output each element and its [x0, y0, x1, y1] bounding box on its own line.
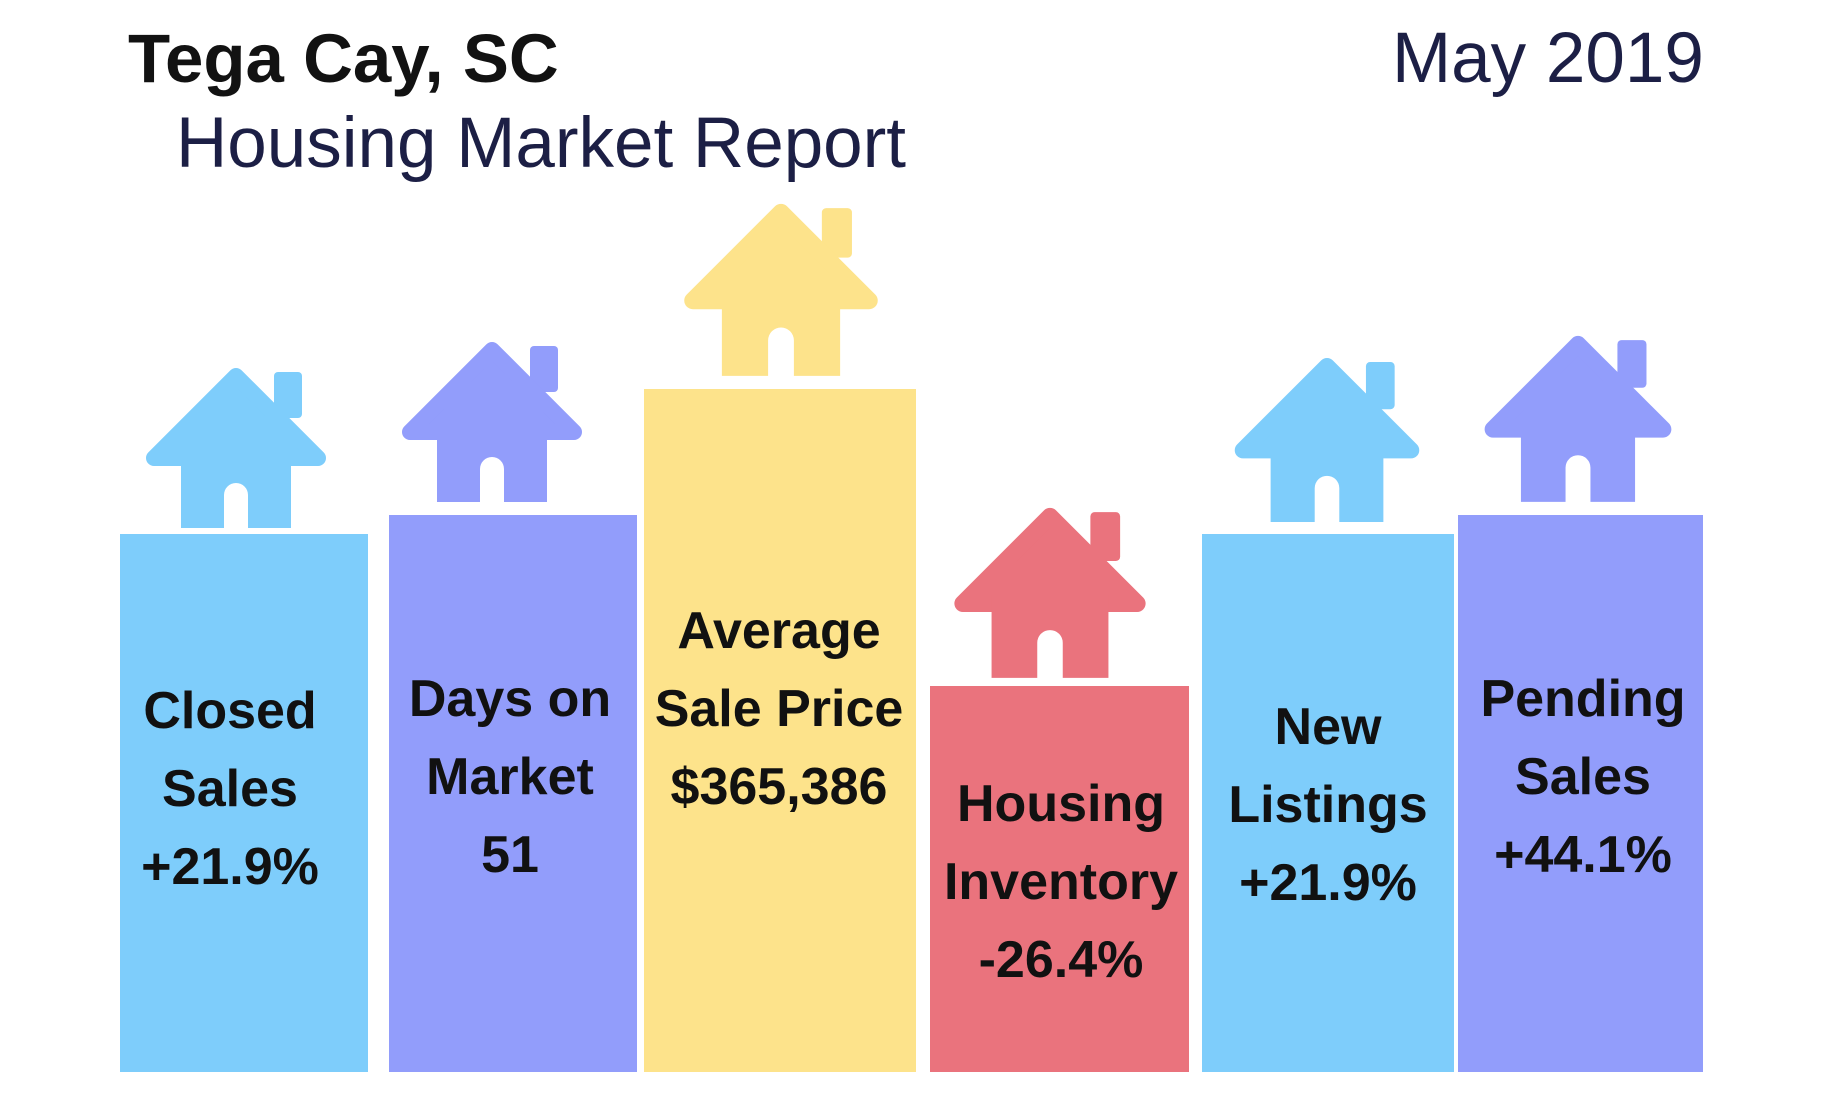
- metric-name-line2: Sales: [1515, 748, 1651, 806]
- metric-bar: [930, 686, 1189, 1072]
- metric-name-line2: Market: [426, 748, 594, 806]
- house-icon: [684, 203, 878, 376]
- house-body: [437, 424, 547, 502]
- metric-label: Pending Sales +44.1%: [1458, 660, 1708, 894]
- house-icon: [1234, 357, 1420, 522]
- report-subtitle: Housing Market Report: [176, 104, 907, 183]
- metric-bar: [1458, 515, 1703, 1072]
- metric-name-line2: Sale Price: [654, 680, 904, 738]
- metric-name-line1: Days on: [408, 670, 612, 728]
- metric-label: Days on Market 51: [385, 660, 635, 894]
- report-date: May 2019: [1392, 19, 1704, 98]
- house-body: [1270, 442, 1384, 522]
- city-title: Tega Cay, SC: [128, 20, 559, 97]
- metric-label: Average Sale Price $365,386: [640, 592, 918, 826]
- metric-value: -26.4%: [978, 931, 1144, 989]
- metric-value: 51: [481, 826, 539, 884]
- metric-value: +44.1%: [1494, 826, 1672, 884]
- metric-label: Closed Sales +21.9%: [120, 672, 340, 906]
- house-body: [181, 450, 291, 528]
- metric-value: +21.9%: [1239, 854, 1417, 912]
- metric-bar: [120, 534, 368, 1072]
- house-chimney: [530, 346, 558, 392]
- house-chimney: [1365, 362, 1395, 410]
- metric-label: Housing Inventory -26.4%: [930, 765, 1192, 999]
- house-body: [991, 595, 1109, 678]
- house-body: [721, 292, 841, 376]
- metric-name-line2: Listings: [1228, 776, 1428, 834]
- metric-name-line1: Closed: [143, 682, 317, 740]
- metric-bar: [644, 389, 916, 1072]
- metric-name-line2: Sales: [162, 760, 298, 818]
- house-icon: [146, 368, 326, 528]
- house-icon: [1484, 335, 1672, 502]
- house-chimney: [821, 208, 852, 258]
- house-icon: [954, 507, 1146, 678]
- house-chimney: [1090, 512, 1121, 561]
- house-icon: [402, 342, 582, 502]
- house-chimney: [1617, 340, 1647, 388]
- metric-name-line1: Housing: [957, 775, 1165, 833]
- metric-name-line1: Average: [677, 602, 881, 660]
- metric-name-line2: Inventory: [943, 853, 1179, 911]
- house-chimney: [274, 372, 302, 418]
- metric-name-line1: New: [1274, 698, 1382, 756]
- metric-bar: [1202, 534, 1454, 1072]
- metric-name-line1: Pending: [1480, 670, 1686, 728]
- house-body: [1520, 421, 1636, 502]
- metric-value: $365,386: [670, 758, 888, 816]
- metric-bar: [389, 515, 637, 1072]
- metric-label: New Listings +21.9%: [1202, 688, 1454, 922]
- metric-value: +21.9%: [141, 838, 319, 896]
